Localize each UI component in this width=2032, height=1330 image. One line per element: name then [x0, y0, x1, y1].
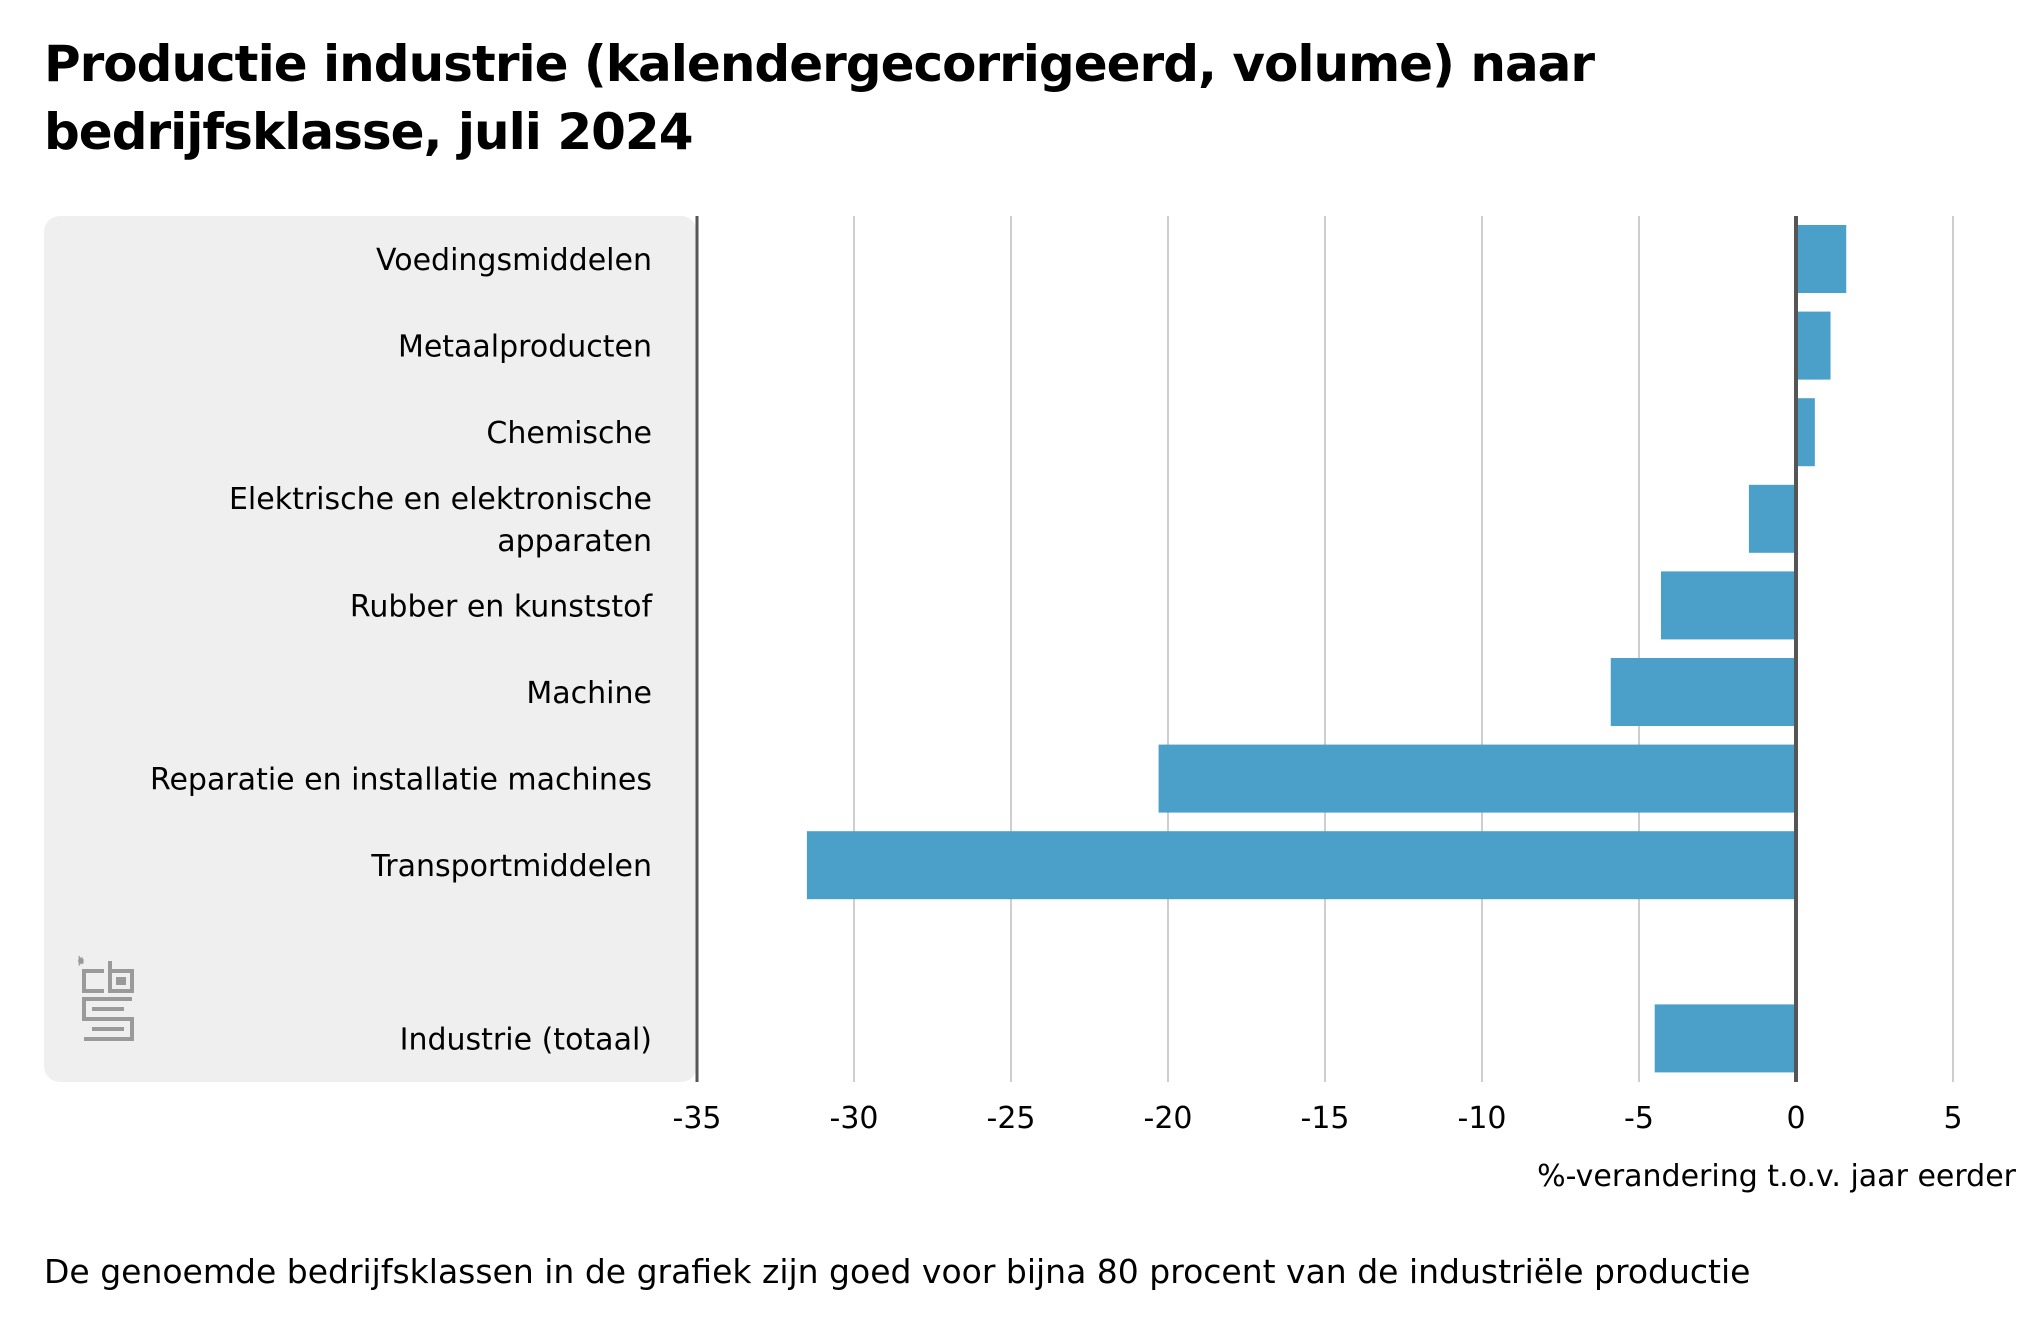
category-label: Reparatie en installatie machines	[150, 763, 652, 798]
category-label-line: Reparatie en installatie machines	[150, 763, 652, 798]
category-label: Industrie (totaal)	[400, 1022, 652, 1057]
bar	[1610, 658, 1796, 726]
category-label-line: Metaalproducten	[398, 330, 652, 365]
bar	[1796, 225, 1847, 293]
x-axis-label: %-verandering t.o.v. jaar eerder	[1537, 1159, 2017, 1194]
footnote: De genoemde bedrijfsklassen in de grafie…	[44, 1252, 1751, 1291]
x-tick-label: -25	[987, 1101, 1036, 1136]
x-tick-label: -10	[1458, 1101, 1507, 1136]
category-label-line: Elektrische en elektronische	[229, 482, 652, 517]
category-label: Rubber en kunststof	[350, 589, 654, 624]
cbs-logo-icon: cbs	[78, 958, 134, 1041]
bar-chart: Voedingsmiddelen Metaalproducten Chemische…	[44, 216, 2017, 1194]
chart-title: Productie industrie (kalendergecorrigeer…	[44, 30, 1744, 166]
bar	[1796, 398, 1815, 467]
x-tick-label: -20	[1144, 1101, 1193, 1136]
x-tick-label: -15	[1301, 1101, 1350, 1136]
category-panel	[44, 216, 697, 1082]
category-label: Voedingsmiddelen	[376, 243, 652, 278]
category-label-line: Rubber en kunststof	[350, 589, 654, 624]
category-label-line: Industrie (totaal)	[400, 1022, 652, 1057]
x-tick-label: -35	[673, 1101, 722, 1136]
x-tick-label: 5	[1943, 1101, 1962, 1136]
category-label-line: apparaten	[497, 524, 652, 559]
cbs-logo-text: cbs	[80, 960, 82, 962]
category-label: Machine	[526, 676, 652, 711]
bar	[1796, 311, 1831, 380]
logo-c-shape	[82, 969, 104, 993]
bar	[806, 831, 1796, 900]
chart-title-line-2: bedrijfsklasse, juli 2024	[44, 103, 694, 161]
category-label: Transportmiddelen	[370, 849, 652, 884]
category-label: Metaalproducten	[398, 330, 652, 365]
bar	[1660, 571, 1796, 640]
bar	[1654, 1004, 1796, 1073]
bar	[1158, 744, 1796, 813]
chart-title-line-1: Productie industrie (kalendergecorrigeer…	[44, 35, 1595, 93]
category-label-line: Machine	[526, 676, 652, 711]
category-label-line: Chemische	[486, 416, 652, 451]
logo-b-inner	[116, 977, 126, 985]
category-label: Chemische	[486, 416, 652, 451]
x-tick-label: -30	[830, 1101, 879, 1136]
category-label-line: Voedingsmiddelen	[376, 243, 652, 278]
x-tick-label: -5	[1624, 1101, 1654, 1136]
category-label-line: Transportmiddelen	[370, 849, 652, 884]
category-label: Elektrische en elektronische apparaten	[229, 482, 652, 559]
logo-s-inner	[92, 1007, 124, 1031]
x-tick-label: 0	[1786, 1101, 1805, 1136]
bar	[1748, 484, 1796, 553]
logo-b-shape	[108, 961, 134, 993]
logo-s-shape	[82, 997, 134, 1041]
